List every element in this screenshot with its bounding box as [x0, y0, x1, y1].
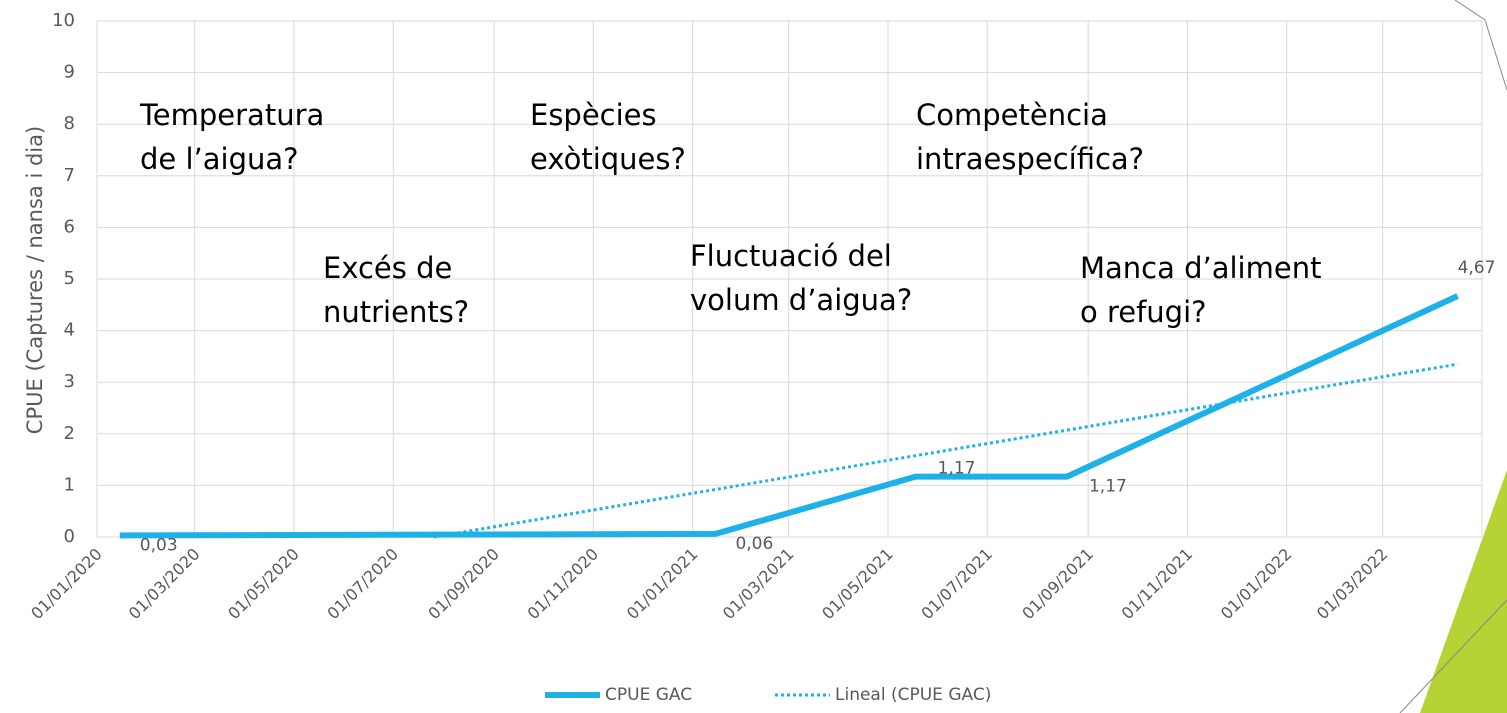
series-line [119, 293, 1459, 539]
decoration [1399, 599, 1507, 713]
y-tick-label: 4 [64, 320, 75, 341]
data-label: 0,06 [735, 534, 773, 554]
x-tick-label: 01/01/2022 [1217, 544, 1296, 623]
decoration [1420, 470, 1507, 713]
annotation: Competència [916, 98, 1108, 132]
y-tick-label: 2 [64, 423, 75, 444]
x-tick-label: 01/01/2020 [27, 544, 106, 623]
legend-label: CPUE GAC [605, 685, 692, 705]
annotation: Temperatura [139, 98, 324, 132]
x-tick-label: 01/07/2021 [917, 544, 996, 623]
x-tick-label: 01/09/2021 [1018, 544, 1097, 623]
y-tick-label: 3 [64, 371, 75, 392]
annotation: volum d’aigua? [690, 283, 912, 317]
annotation: Espècies [530, 98, 657, 132]
data-label: 1,17 [1089, 477, 1127, 497]
annotation: Fluctuació del [690, 239, 892, 273]
y-tick-label: 0 [64, 526, 75, 547]
decoration [1454, 0, 1507, 91]
x-tick-label: 01/11/2020 [524, 544, 603, 623]
y-tick-label: 6 [64, 216, 75, 237]
x-tick-label: 01/09/2020 [424, 544, 503, 623]
y-axis-label: CPUE (Captures / nansa i dia) [23, 126, 47, 434]
annotation: exòtiques? [530, 142, 686, 176]
x-tick-label: 01/03/2020 [125, 544, 204, 623]
y-tick-label: 1 [64, 474, 75, 495]
y-tick-label: 7 [64, 165, 75, 186]
annotation: nutrients? [323, 295, 469, 329]
x-tick-label: 01/05/2021 [818, 544, 897, 623]
x-tick-label: 01/07/2020 [323, 544, 402, 623]
x-tick-label: 01/11/2021 [1118, 544, 1197, 623]
annotation: Excés de [323, 251, 452, 285]
y-tick-label: 10 [52, 10, 75, 31]
y-tick-label: 9 [64, 62, 75, 83]
annotation: de l’aigua? [140, 142, 299, 176]
x-tick-label: 01/01/2021 [623, 544, 702, 623]
data-label: 4,67 [1458, 258, 1496, 278]
legend-label: Lineal (CPUE GAC) [835, 685, 991, 705]
y-tick-label: 5 [64, 268, 75, 289]
annotation: Manca d’aliment [1080, 251, 1321, 285]
annotation: o refugi? [1080, 295, 1207, 329]
x-tick-label: 01/03/2022 [1313, 544, 1392, 623]
data-label: 1,17 [938, 459, 976, 479]
x-tick-label: 01/05/2020 [224, 544, 303, 623]
series-line [433, 362, 1458, 539]
x-tick-label: 01/03/2021 [719, 544, 798, 623]
data-label: 0,03 [140, 535, 178, 555]
y-tick-label: 8 [64, 113, 75, 134]
annotation: intraespecífica? [916, 142, 1144, 176]
